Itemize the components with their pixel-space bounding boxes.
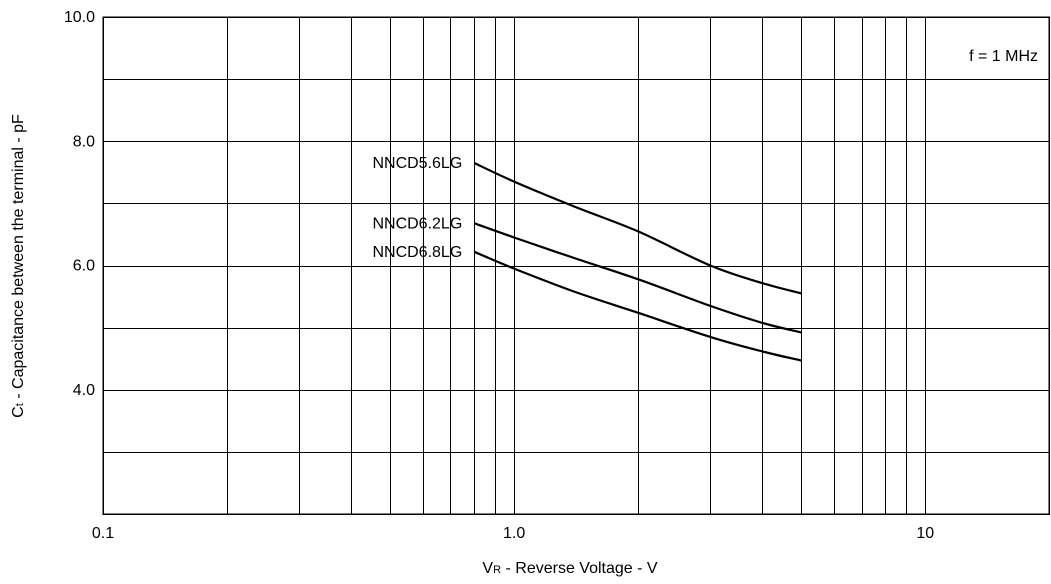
series-line-2	[473, 250, 802, 362]
series-label-0: NNCD5.6LG	[372, 155, 462, 172]
y-tick-label: 6.0	[73, 258, 95, 275]
x-tick-label: 0.1	[92, 525, 114, 542]
x-axis-title-sub: R	[493, 564, 501, 576]
series-label-2: NNCD6.8LG	[372, 244, 462, 261]
y-axis-title-main: C	[10, 406, 27, 418]
plot-frame	[102, 16, 1050, 515]
frequency-annotation: f = 1 MHz	[969, 48, 1038, 65]
y-tick-label: 4.0	[73, 382, 95, 399]
y-axis-title: Ct - Capacitance between the terminal - …	[10, 114, 27, 418]
y-tick-label: 10.0	[64, 9, 95, 26]
x-tick-label: 1.0	[503, 525, 525, 542]
y-axis-title-rest: - Capacitance between the terminal - pF	[10, 114, 27, 403]
x-axis-title-main: V	[482, 560, 493, 577]
labels: 0.1 1.0 10 4.0 6.0 8.0 10.0 NNCD5.6LG NNCD6.2LG N…	[64, 9, 934, 542]
grid	[103, 17, 1049, 514]
series-label-1: NNCD6.2LG	[372, 215, 462, 232]
series-line-0	[473, 162, 802, 295]
curves	[473, 162, 802, 362]
series-line-1	[473, 222, 802, 334]
y-axis-title-sub: t	[14, 403, 26, 406]
y-tick-label: 8.0	[73, 133, 95, 150]
x-axis-title: VR - Reverse Voltage - V	[482, 560, 657, 577]
x-tick-label: 10	[916, 525, 934, 542]
x-axis-title-rest: - Reverse Voltage - V	[501, 560, 658, 577]
